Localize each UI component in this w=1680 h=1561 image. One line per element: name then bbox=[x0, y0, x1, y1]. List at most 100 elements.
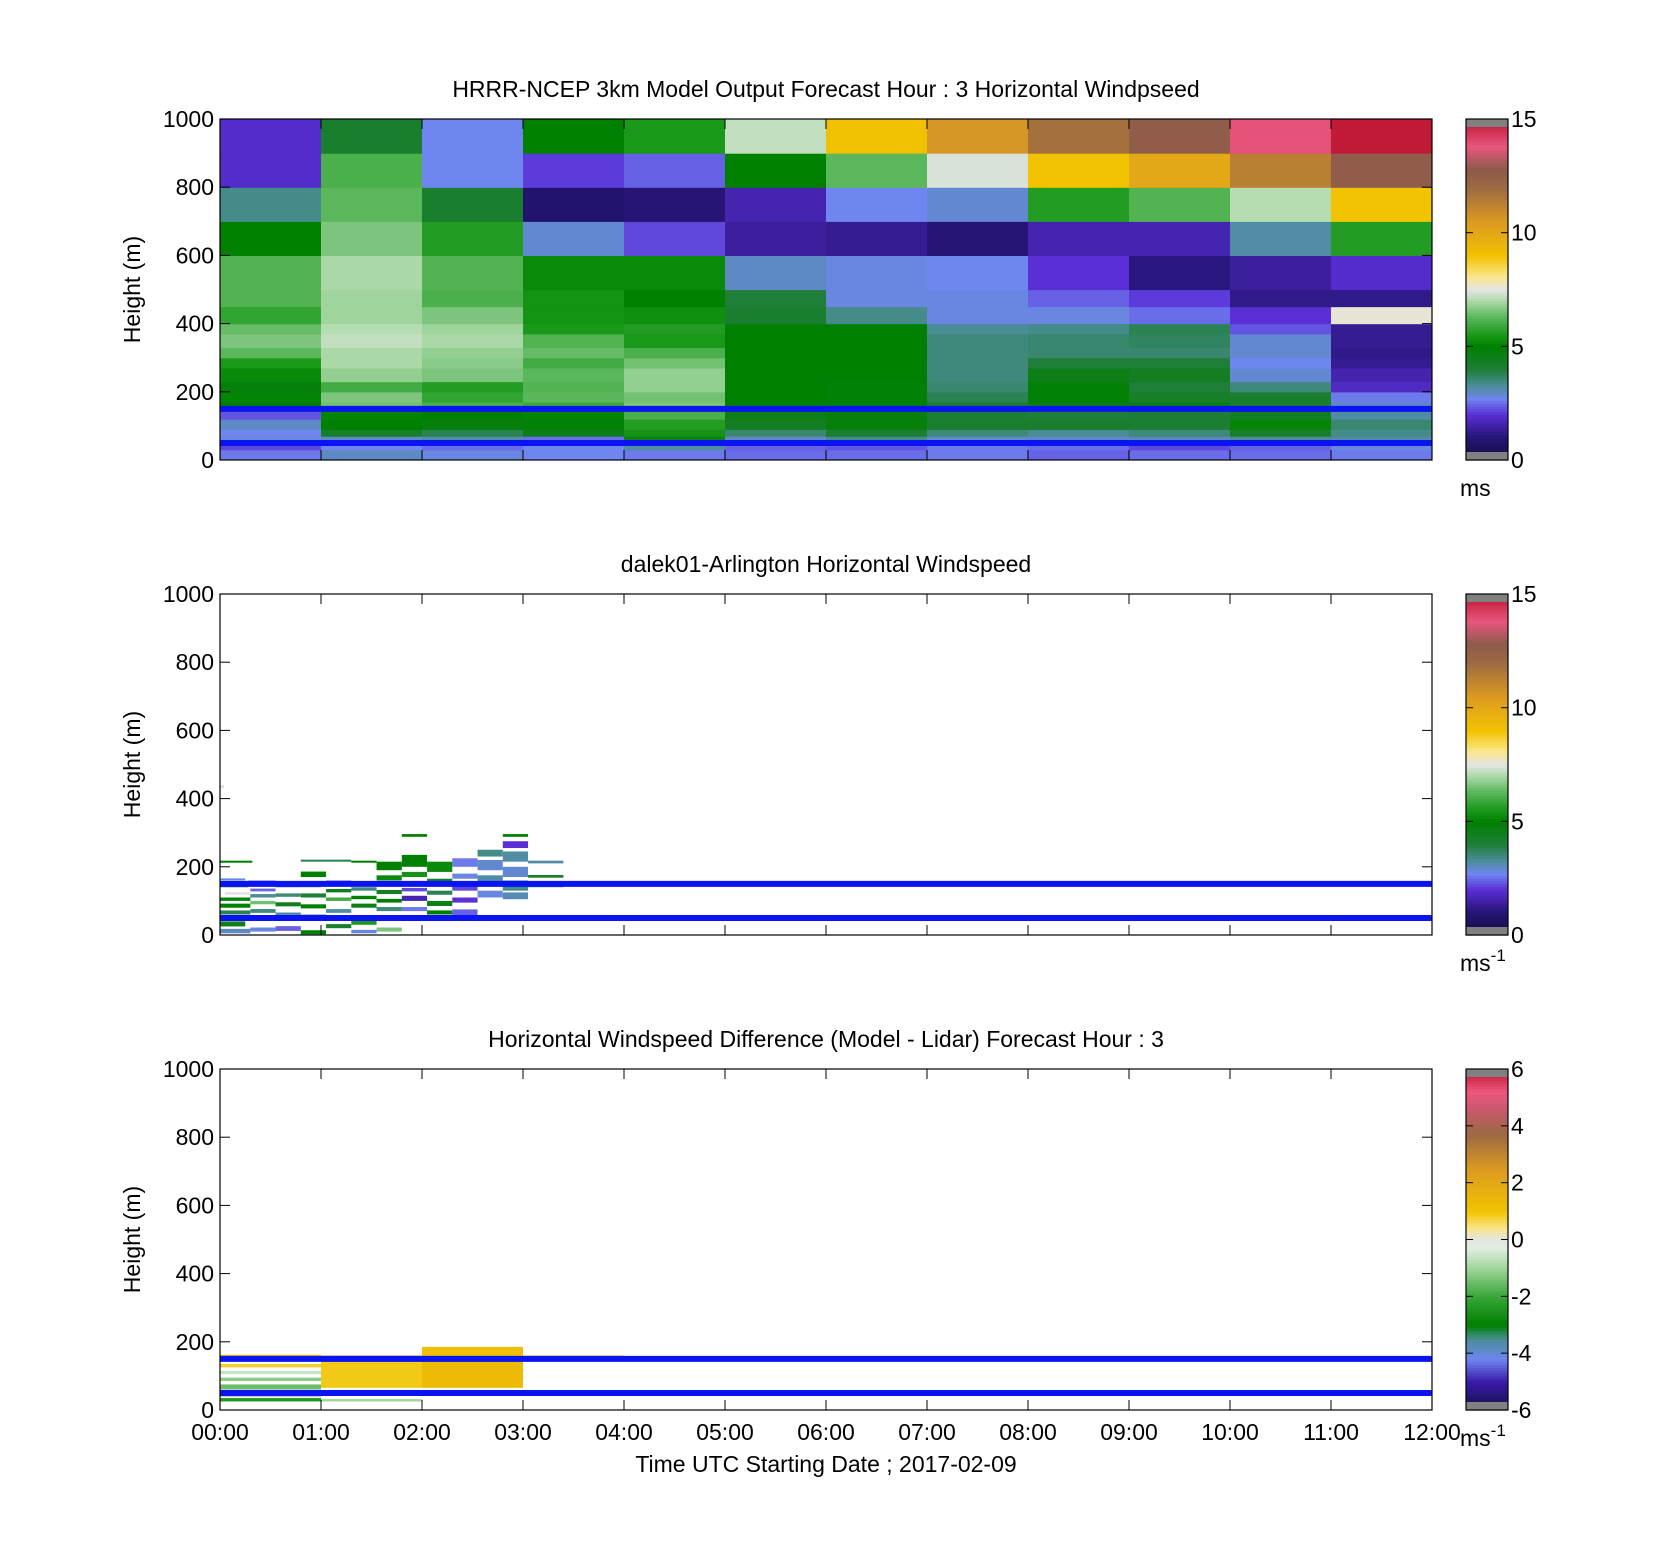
colorbar-band bbox=[1466, 773, 1508, 777]
data-segment bbox=[376, 875, 402, 881]
data-segment bbox=[250, 894, 276, 898]
colorbar-band bbox=[1466, 1188, 1508, 1192]
colorbar-band bbox=[1466, 812, 1508, 817]
heatmap-cell bbox=[220, 436, 322, 444]
data-segment bbox=[452, 897, 478, 903]
heatmap-cell bbox=[725, 408, 827, 420]
colorbar-band bbox=[1466, 224, 1508, 228]
colorbar-band bbox=[1466, 212, 1508, 217]
x-axis-label: Time UTC Starting Date ; 2017-02-09 bbox=[635, 1451, 1016, 1477]
colorbar-band bbox=[1466, 388, 1508, 393]
heatmap-cell bbox=[1331, 436, 1432, 444]
heatmap-cell bbox=[624, 255, 726, 291]
plot-area bbox=[220, 594, 1432, 935]
data-segment bbox=[452, 873, 478, 879]
colorbar-band bbox=[1466, 1199, 1508, 1204]
heatmap-cell bbox=[321, 449, 423, 460]
colorbar-band bbox=[1466, 1216, 1508, 1221]
heatmap-cell bbox=[826, 436, 928, 444]
y-tick-label: 600 bbox=[176, 1192, 214, 1218]
colorbar-band bbox=[1466, 682, 1508, 686]
colorbar-band bbox=[1466, 1381, 1508, 1386]
colorbar-band bbox=[1466, 445, 1508, 450]
heatmap-cell bbox=[927, 289, 1029, 308]
heatmap-cell bbox=[1230, 153, 1332, 188]
heatmap-cell bbox=[422, 333, 524, 349]
heatmap-cell bbox=[1129, 289, 1231, 308]
heatmap-cell bbox=[624, 187, 726, 222]
colorbar-band bbox=[1466, 625, 1508, 629]
colorbar-band bbox=[1466, 354, 1508, 359]
colorbar-band bbox=[1466, 798, 1508, 803]
heatmap-cell bbox=[523, 367, 625, 383]
colorbar-band bbox=[1466, 1390, 1508, 1394]
y-tick-label: 1000 bbox=[163, 1056, 214, 1082]
data-segment bbox=[220, 910, 251, 915]
heatmap-cell bbox=[220, 367, 322, 383]
colorbar-band bbox=[1466, 1094, 1508, 1099]
heatmap-cell bbox=[321, 381, 423, 393]
colorbar-band bbox=[1466, 317, 1508, 322]
heatmap-cell bbox=[725, 255, 827, 291]
colorbar-band bbox=[1466, 417, 1508, 421]
colorbar-band bbox=[1466, 349, 1508, 353]
colorbar-band bbox=[1466, 642, 1508, 646]
colorbar-band bbox=[1466, 1165, 1508, 1170]
colorbar-band bbox=[1466, 770, 1508, 774]
heatmap-cell bbox=[220, 442, 322, 451]
heatmap-cell bbox=[523, 221, 625, 256]
heatmap-cell bbox=[826, 187, 928, 222]
heatmap-cell bbox=[1230, 357, 1332, 369]
colorbar-band bbox=[1466, 283, 1508, 288]
data-segment bbox=[452, 909, 478, 917]
heatmap-cell bbox=[826, 333, 928, 349]
colorbar-band bbox=[1466, 300, 1508, 305]
heatmap-cell bbox=[1028, 442, 1130, 451]
x-tick-label: 05:00 bbox=[696, 1419, 754, 1445]
heatmap-cell bbox=[422, 402, 524, 410]
heatmap-cell bbox=[1129, 333, 1231, 349]
colorbar-band bbox=[1466, 622, 1508, 626]
colorbar-tick-label: -2 bbox=[1511, 1283, 1531, 1309]
heatmap-cell bbox=[826, 449, 928, 460]
heatmap-cell bbox=[725, 391, 827, 403]
heatmap-cell bbox=[1331, 347, 1432, 359]
colorbar-band bbox=[1466, 653, 1508, 658]
colorbar-tick-label: 15 bbox=[1511, 581, 1537, 607]
colorbar-band bbox=[1466, 144, 1508, 149]
colorbar-band bbox=[1466, 1270, 1508, 1275]
colorbar-band bbox=[1466, 1387, 1508, 1391]
heatmap-cell bbox=[725, 381, 827, 393]
data-segment bbox=[275, 926, 301, 931]
heatmap-cell bbox=[826, 323, 928, 335]
colorbar-band bbox=[1466, 1191, 1508, 1195]
heatmap-cell bbox=[927, 429, 1029, 437]
heatmap-cell bbox=[1129, 391, 1231, 403]
heatmap-cell bbox=[624, 391, 726, 403]
heatmap-cell bbox=[220, 357, 322, 369]
heatmap-cell bbox=[624, 333, 726, 349]
colorbar-unit: ms-1 bbox=[1460, 946, 1506, 976]
heatmap-cell bbox=[927, 153, 1029, 188]
heatmap-cell bbox=[1028, 306, 1130, 325]
colorbar-band bbox=[1466, 266, 1508, 271]
colorbar-band bbox=[1466, 440, 1508, 444]
heatmap-cell bbox=[1028, 221, 1130, 256]
colorbar-frame bbox=[1465, 118, 1509, 461]
x-tick-label: 11:00 bbox=[1303, 1419, 1359, 1445]
heatmap-cell bbox=[1129, 187, 1231, 222]
data-segment bbox=[477, 859, 503, 871]
colorbar-band bbox=[1466, 878, 1508, 882]
colorbar-tick-label: 10 bbox=[1511, 220, 1537, 246]
colorbar-band bbox=[1466, 898, 1508, 902]
y-tick-label: 0 bbox=[201, 447, 214, 473]
heatmap-cell bbox=[1331, 255, 1432, 291]
heatmap-cell bbox=[220, 381, 322, 393]
colorbar-tick-label: 15 bbox=[1511, 106, 1537, 132]
heatmap-cell bbox=[1331, 289, 1432, 308]
heatmap-cell bbox=[725, 367, 827, 383]
y-tick-label: 200 bbox=[176, 379, 214, 405]
colorbar-band bbox=[1466, 1137, 1508, 1141]
heatmap-cell bbox=[523, 187, 625, 222]
heatmap-cell bbox=[422, 367, 524, 383]
